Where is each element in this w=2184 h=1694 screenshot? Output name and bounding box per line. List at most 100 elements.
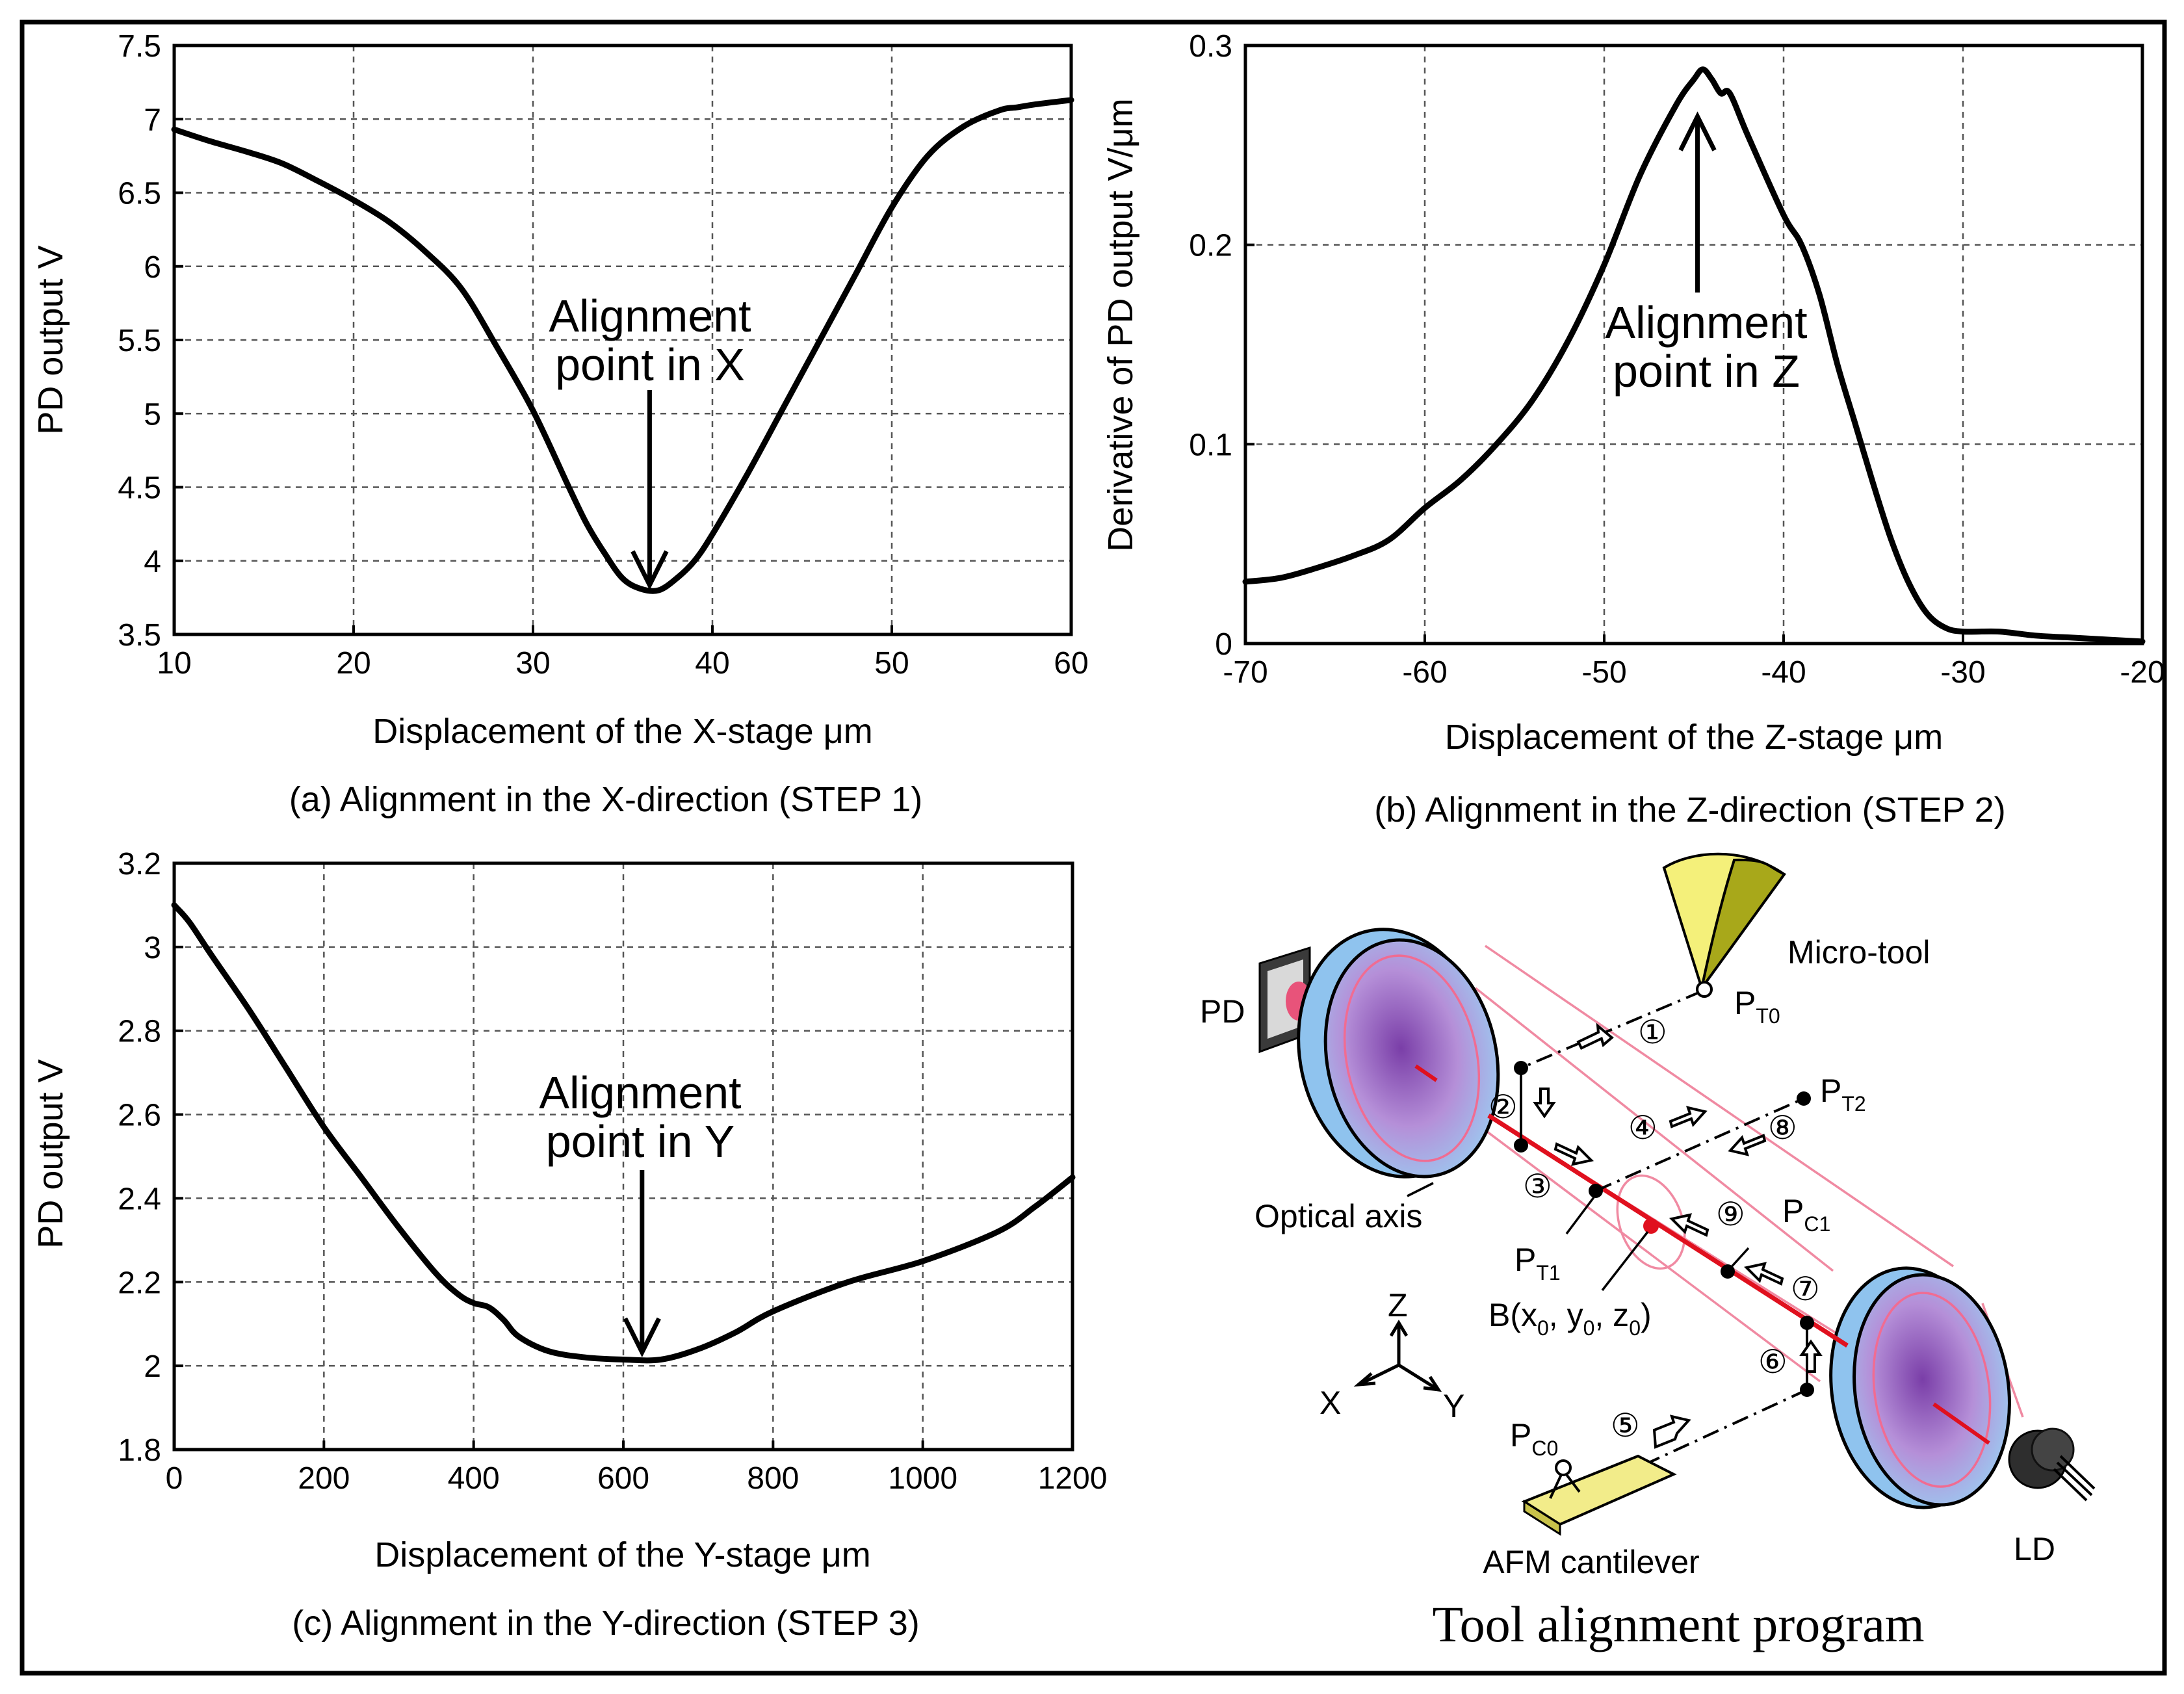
panel-a-y-tick-label: 7: [144, 103, 161, 137]
panel-a-x-axis-label: Displacement of the X-stage μm: [372, 712, 872, 751]
panel-c-x-tick-label: 600: [597, 1461, 649, 1496]
panel-b-x-tick-label: -30: [1940, 655, 1985, 690]
panel-b-x-tick-label: -70: [1223, 655, 1268, 690]
panel-a-chart: 10 20 30 40 50 60 3.5 4 4.5 5 5.5 6 6.5 7 7.5 Alignme…: [31, 29, 1089, 819]
panel-c-x-tick-label: 0: [166, 1461, 183, 1496]
panel-c-y-axis-label: PD output V: [31, 1059, 70, 1248]
step-arrows: [1533, 1023, 1823, 1449]
panel-a-caption: (a) Alignment in the X-direction (STEP 1…: [289, 780, 922, 819]
panel-a-y-axis-label: PD output V: [31, 245, 70, 434]
panel-a-y-tick-label: 5: [144, 397, 161, 432]
panel-a-x-tick-label: 60: [1054, 646, 1088, 681]
panel-b-arrowhead: [1678, 111, 1717, 151]
panel-c-arrowhead: [623, 1317, 661, 1358]
pd-detector: [1258, 946, 1312, 1054]
label-pt0: PT0: [1734, 985, 1780, 1028]
panel-c-y-tick-label: 2.6: [118, 1099, 161, 1133]
panel-c-y-tick-label: 3.2: [118, 847, 161, 881]
panel-b-y-tick-label: 0: [1215, 627, 1232, 662]
ld-label: LD: [2014, 1531, 2055, 1567]
tool-alignment-diagram: PD: [1200, 852, 2096, 1652]
panel-c-y-tick-label: 2.8: [118, 1015, 161, 1049]
step-1: ①: [1638, 1014, 1667, 1050]
step-3: ③: [1523, 1168, 1552, 1205]
panel-c-y-tick-label: 2: [144, 1349, 161, 1384]
step-8: ⑧: [1768, 1110, 1797, 1146]
panel-b-x-axis-label: Displacement of the Z-stage μm: [1445, 718, 1943, 757]
panel-b-x-tick-label: -40: [1761, 655, 1806, 690]
panel-a-y-tick-label: 5.5: [118, 324, 161, 358]
panel-a-y-tick-label: 7.5: [118, 29, 161, 64]
panel-a-x-tick-label: 50: [874, 646, 909, 681]
right-lens: [1829, 1266, 2011, 1509]
panel-c-y-tick-label: 2.2: [118, 1266, 161, 1300]
panel-b-x-tick-label: -50: [1581, 655, 1626, 690]
micro-tool: [1662, 852, 1787, 998]
panel-c-x-tick-label: 1000: [888, 1461, 957, 1496]
panel-b-y-tick-label: 0.2: [1189, 229, 1232, 263]
afm-label: AFM cantilever: [1483, 1544, 1699, 1580]
panel-c-x-tick-label: 800: [747, 1461, 799, 1496]
step-5: ⑤: [1611, 1407, 1640, 1444]
panel-a-y-tick-label: 3.5: [118, 618, 161, 653]
left-lens: [1297, 928, 1500, 1179]
panel-a-y-tick-label: 4: [144, 545, 161, 579]
diagram-points: [1514, 1061, 1814, 1397]
panel-a-x-tick-label: 40: [695, 646, 729, 681]
panel-a-x-tick-label: 30: [515, 646, 550, 681]
coordinate-axes: [1353, 1320, 1442, 1392]
panel-a-y-tick-label: 6.5: [118, 177, 161, 211]
optical-axis-line: [1414, 1064, 1990, 1445]
panel-c-x-tick-label: 400: [448, 1461, 500, 1496]
label-pt2: PT2: [1820, 1073, 1866, 1115]
panel-c-annotation-line1: Alignment: [539, 1067, 741, 1118]
step-2: ②: [1488, 1089, 1518, 1125]
panel-c-chart: 0 200 400 600 800 1000 1200 1.8 2 2.2 2.4 2.6 2.8 3 3…: [31, 847, 1107, 1643]
panel-c-x-tick-label: 1200: [1038, 1461, 1108, 1496]
afm-cantilever: [1521, 1454, 1677, 1536]
axis-x-label: X: [1320, 1385, 1341, 1421]
axis-z-label: Z: [1388, 1287, 1408, 1323]
panel-c-y-tick-label: 1.8: [118, 1433, 161, 1468]
axis-y-label: Y: [1443, 1388, 1464, 1424]
step-6: ⑥: [1758, 1344, 1788, 1380]
panel-c-x-tick-label: 200: [298, 1461, 350, 1496]
panel-b-series-line: [1242, 66, 2146, 645]
panel-b-chart: -70 -60 -50 -40 -30 -20 0 0.1 0.2 0.3 Alignmentp…: [1101, 29, 2165, 829]
panel-a-x-tick-label: 20: [336, 646, 370, 681]
panel-a-annotation-line1: Alignment: [549, 291, 751, 341]
panel-c-caption: (c) Alignment in the Y-direction (STEP 3…: [292, 1604, 919, 1643]
step-4: ④: [1628, 1110, 1658, 1146]
panel-a-series-line: [171, 97, 1074, 594]
panel-a-y-tick-label: 6: [144, 250, 161, 285]
panel-a-y-tick-label: 4.5: [118, 471, 161, 506]
label-pc1: PC1: [1782, 1193, 1830, 1236]
panel-b-y-axis-label: Derivative of PD output V/μm: [1101, 98, 1140, 551]
step-9: ⑨: [1716, 1196, 1745, 1232]
panel-a-x-tick-label: 10: [157, 646, 191, 681]
panel-a-annotation-line2: point in X: [555, 339, 745, 390]
pd-label: PD: [1200, 993, 1245, 1030]
panel-b-annotation-line2: point in Z: [1613, 346, 1800, 397]
label-pc0: PC0: [1510, 1417, 1558, 1460]
panel-b-annotation-line1: Alignment: [1605, 297, 1807, 348]
panel-c-x-axis-label: Displacement of the Y-stage μm: [374, 1535, 871, 1574]
panel-b-x-tick-label: -60: [1402, 655, 1447, 690]
panel-b-plot-frame: [1243, 44, 2144, 645]
b-point-label: B(x0, y0, z0): [1488, 1297, 1652, 1340]
diagram-title: Tool alignment program: [1432, 1596, 1924, 1652]
optical-axis-label: Optical axis: [1254, 1198, 1422, 1234]
panel-b-y-tick-label: 0.1: [1189, 428, 1232, 462]
panel-c-annotation-line2: point in Y: [546, 1116, 735, 1167]
ld-source: [2008, 1427, 2096, 1502]
panel-c-y-tick-label: 2.4: [118, 1182, 161, 1216]
figure-border: [20, 20, 2167, 1676]
step-7: ⑦: [1791, 1271, 1820, 1307]
panel-b-caption: (b) Alignment in the Z-direction (STEP 2…: [1374, 790, 2005, 829]
panel-c-y-tick-label: 3: [144, 931, 161, 965]
label-pt1: PT1: [1514, 1242, 1561, 1284]
panel-b-x-tick-label: -20: [2120, 655, 2164, 690]
panel-c-series-line: [171, 902, 1076, 1364]
panel-b-y-tick-label: 0.3: [1189, 29, 1232, 64]
